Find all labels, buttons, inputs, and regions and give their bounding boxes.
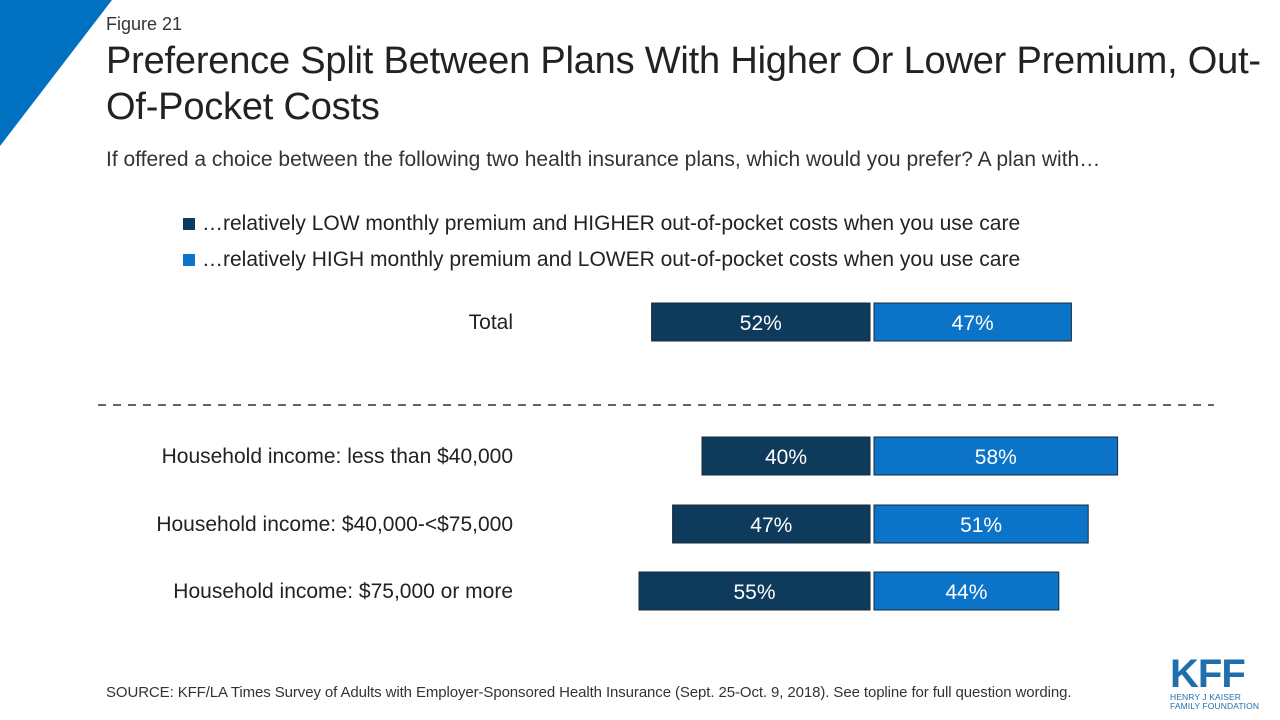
data-label-low-premium-2: 47%	[750, 514, 792, 537]
category-label-1: Household income: less than $40,000	[162, 445, 513, 468]
data-label-high-premium-3: 44%	[945, 581, 987, 604]
logo-wordmark: KFF	[1170, 652, 1246, 696]
legend-label-high-premium: …relatively HIGH monthly premium and LOW…	[202, 248, 1021, 271]
bar-high-premium-household-income-40-000-75-000	[873, 504, 1089, 544]
bar-high-premium-household-income-75-000-or-more	[873, 571, 1060, 611]
data-label-high-premium-0: 47%	[952, 312, 994, 335]
bar-low-premium-household-income-75-000-or-more	[638, 571, 871, 611]
data-label-low-premium-0: 52%	[740, 312, 782, 335]
kff-logo: KFF HENRY J KAISER FAMILY FOUNDATION	[1170, 652, 1262, 711]
legend-swatch-dark	[183, 218, 195, 230]
legend-item-high-premium: …relatively HIGH monthly premium and LOW…	[183, 242, 1020, 278]
logo-line-1: HENRY J KAISER	[1170, 692, 1241, 702]
category-label-0: Total	[469, 311, 513, 334]
data-label-low-premium-1: 40%	[765, 446, 807, 469]
category-label-2: Household income: $40,000-<$75,000	[156, 513, 513, 536]
chart-title: Preference Split Between Plans With High…	[106, 40, 1261, 128]
bar-high-premium-total	[873, 302, 1072, 342]
bar-low-premium-household-income-40-000-75-000	[672, 504, 871, 544]
data-label-high-premium-1: 58%	[975, 446, 1017, 469]
source-note: SOURCE: KFF/LA Times Survey of Adults wi…	[106, 684, 1072, 701]
data-label-low-premium-3: 55%	[733, 581, 775, 604]
bar-low-premium-household-income-less-than-40-000	[701, 436, 871, 476]
bar-low-premium-total	[651, 302, 871, 342]
legend-item-low-premium: …relatively LOW monthly premium and HIGH…	[183, 206, 1020, 242]
data-label-high-premium-2: 51%	[960, 514, 1002, 537]
corner-accent	[0, 0, 112, 146]
chart-legend: …relatively LOW monthly premium and HIGH…	[183, 206, 1020, 278]
figure-label: Figure 21	[106, 14, 183, 34]
legend-label-low-premium: …relatively LOW monthly premium and HIGH…	[202, 212, 1021, 235]
legend-swatch-light	[183, 254, 195, 266]
bar-high-premium-household-income-less-than-40-000	[873, 436, 1119, 476]
chart-subtitle: If offered a choice between the followin…	[106, 148, 1101, 171]
category-label-3: Household income: $75,000 or more	[173, 580, 513, 603]
logo-line-2: FAMILY FOUNDATION	[1170, 701, 1260, 711]
